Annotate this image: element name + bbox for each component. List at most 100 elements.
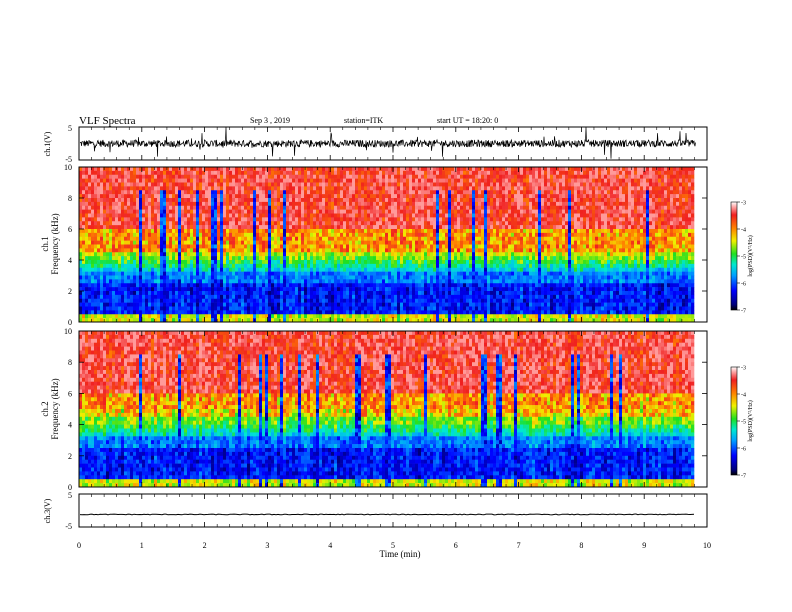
spectrogram-cell	[100, 229, 104, 234]
spectrogram-cell	[397, 217, 401, 222]
spectrogram-cell	[400, 252, 404, 257]
spectrogram-cell	[319, 205, 323, 210]
spectrogram-cell	[136, 232, 140, 238]
spectrogram-cell	[139, 294, 143, 300]
spectrogram-cell	[304, 225, 308, 230]
spectrogram-cell	[211, 236, 215, 241]
spectrogram-cell	[118, 178, 122, 183]
spectrogram-cell	[394, 225, 398, 230]
spectrogram-cell	[169, 167, 173, 172]
spectrogram-cell	[142, 256, 146, 261]
spectrogram-cell	[250, 186, 254, 191]
spectrogram-cell	[298, 213, 302, 218]
spectrogram-cell	[334, 275, 338, 280]
spectrogram-cell	[184, 194, 188, 199]
spectrogram-cell	[166, 236, 170, 241]
spectrogram-cell	[262, 186, 266, 191]
spectrogram-cell	[202, 283, 206, 288]
spectrogram-cell	[145, 252, 149, 257]
spectrogram-cell	[100, 236, 104, 241]
spectrogram-cell	[142, 221, 146, 226]
spectrogram-cell	[127, 229, 131, 234]
spectrogram-cell	[136, 260, 140, 265]
spectrogram-cell	[124, 209, 128, 214]
spectrogram-cell	[412, 314, 416, 319]
spectrogram-cell	[109, 186, 113, 191]
spectrogram-cell	[91, 190, 95, 195]
spectrogram-cell	[163, 198, 167, 203]
spectrogram-cell	[139, 213, 143, 218]
spectrogram-cell	[91, 302, 95, 307]
spectrogram-cell	[280, 225, 284, 230]
spectrogram-cell	[271, 225, 275, 230]
spectrogram-cell	[142, 314, 146, 319]
spectrogram-cell	[406, 314, 410, 319]
spectrogram-cell	[409, 256, 413, 261]
spectrogram-cell	[271, 256, 275, 261]
spectrogram-cell	[451, 186, 455, 191]
spectrogram-cell	[337, 236, 341, 241]
spectrogram-cell	[253, 182, 257, 187]
spectrogram-cell	[415, 217, 419, 222]
spectrogram-cell	[340, 291, 344, 296]
spectrogram-cell	[148, 256, 152, 261]
spectrogram-cell	[334, 182, 338, 187]
spectrogram-cell	[427, 283, 431, 288]
spectrogram-cell	[442, 279, 446, 284]
spectrogram-cell	[286, 198, 290, 203]
spectrogram-cell	[343, 263, 347, 269]
spectrogram-cell	[298, 263, 302, 269]
spectrogram-cell	[310, 287, 314, 292]
spectrogram-cell	[442, 229, 446, 234]
spectrogram-cell	[436, 294, 440, 300]
spectrogram-cell	[433, 194, 437, 199]
spectrogram-cell	[97, 306, 101, 311]
spectrogram-cell	[163, 248, 167, 253]
spectrogram-cell	[310, 170, 314, 176]
spectrogram-cell	[373, 306, 377, 311]
spectrogram-cell	[154, 217, 158, 222]
spectrogram-cell	[319, 229, 323, 234]
spectrogram-cell	[166, 248, 170, 253]
spectrogram-cell	[211, 306, 215, 311]
spectrogram-cell	[370, 190, 374, 195]
spectrogram-cell	[118, 248, 122, 253]
spectrogram-cell	[283, 198, 287, 203]
spectrogram-cell	[259, 221, 263, 226]
spectrogram-cell	[274, 182, 278, 187]
spectrogram-cell	[328, 186, 332, 191]
spectrogram-cell	[166, 244, 170, 249]
spectrogram-cell	[280, 240, 284, 245]
spectrogram-cell	[397, 174, 401, 179]
spectrogram-cell	[364, 294, 368, 300]
spectrogram-cell	[91, 167, 95, 172]
spectrogram-cell	[310, 205, 314, 210]
spectrogram-cell	[376, 310, 380, 315]
spectrogram-cell	[184, 182, 188, 187]
spectrogram-cell	[247, 198, 251, 203]
spectrogram-cell	[292, 167, 296, 172]
spectrogram-cell	[307, 283, 311, 288]
spectrogram-cell	[292, 225, 296, 230]
spectrogram-cell	[163, 283, 167, 288]
spectrogram-cell	[439, 302, 443, 307]
spectrogram-cell	[307, 201, 311, 207]
spectrogram-cell	[313, 225, 317, 230]
spectrogram-cell	[298, 190, 302, 195]
spectrogram-cell	[205, 170, 209, 176]
spectrogram-cell	[412, 275, 416, 280]
spectrogram-cell	[196, 194, 200, 199]
spectrogram-cell	[445, 252, 449, 257]
spectrogram-cell	[202, 263, 206, 269]
spectrogram-cell	[118, 271, 122, 276]
spectrogram-cell	[334, 198, 338, 203]
spectrogram-cell	[193, 232, 197, 238]
spectrogram-cell	[334, 310, 338, 315]
spectrogram-cell	[169, 232, 173, 238]
spectrogram-cell	[325, 170, 329, 176]
spectrogram-cell	[211, 186, 215, 191]
spectrogram-cell	[364, 194, 368, 199]
spectrogram-cell	[91, 287, 95, 292]
spectrogram-cell	[331, 275, 335, 280]
spectrogram-cell	[448, 190, 452, 195]
